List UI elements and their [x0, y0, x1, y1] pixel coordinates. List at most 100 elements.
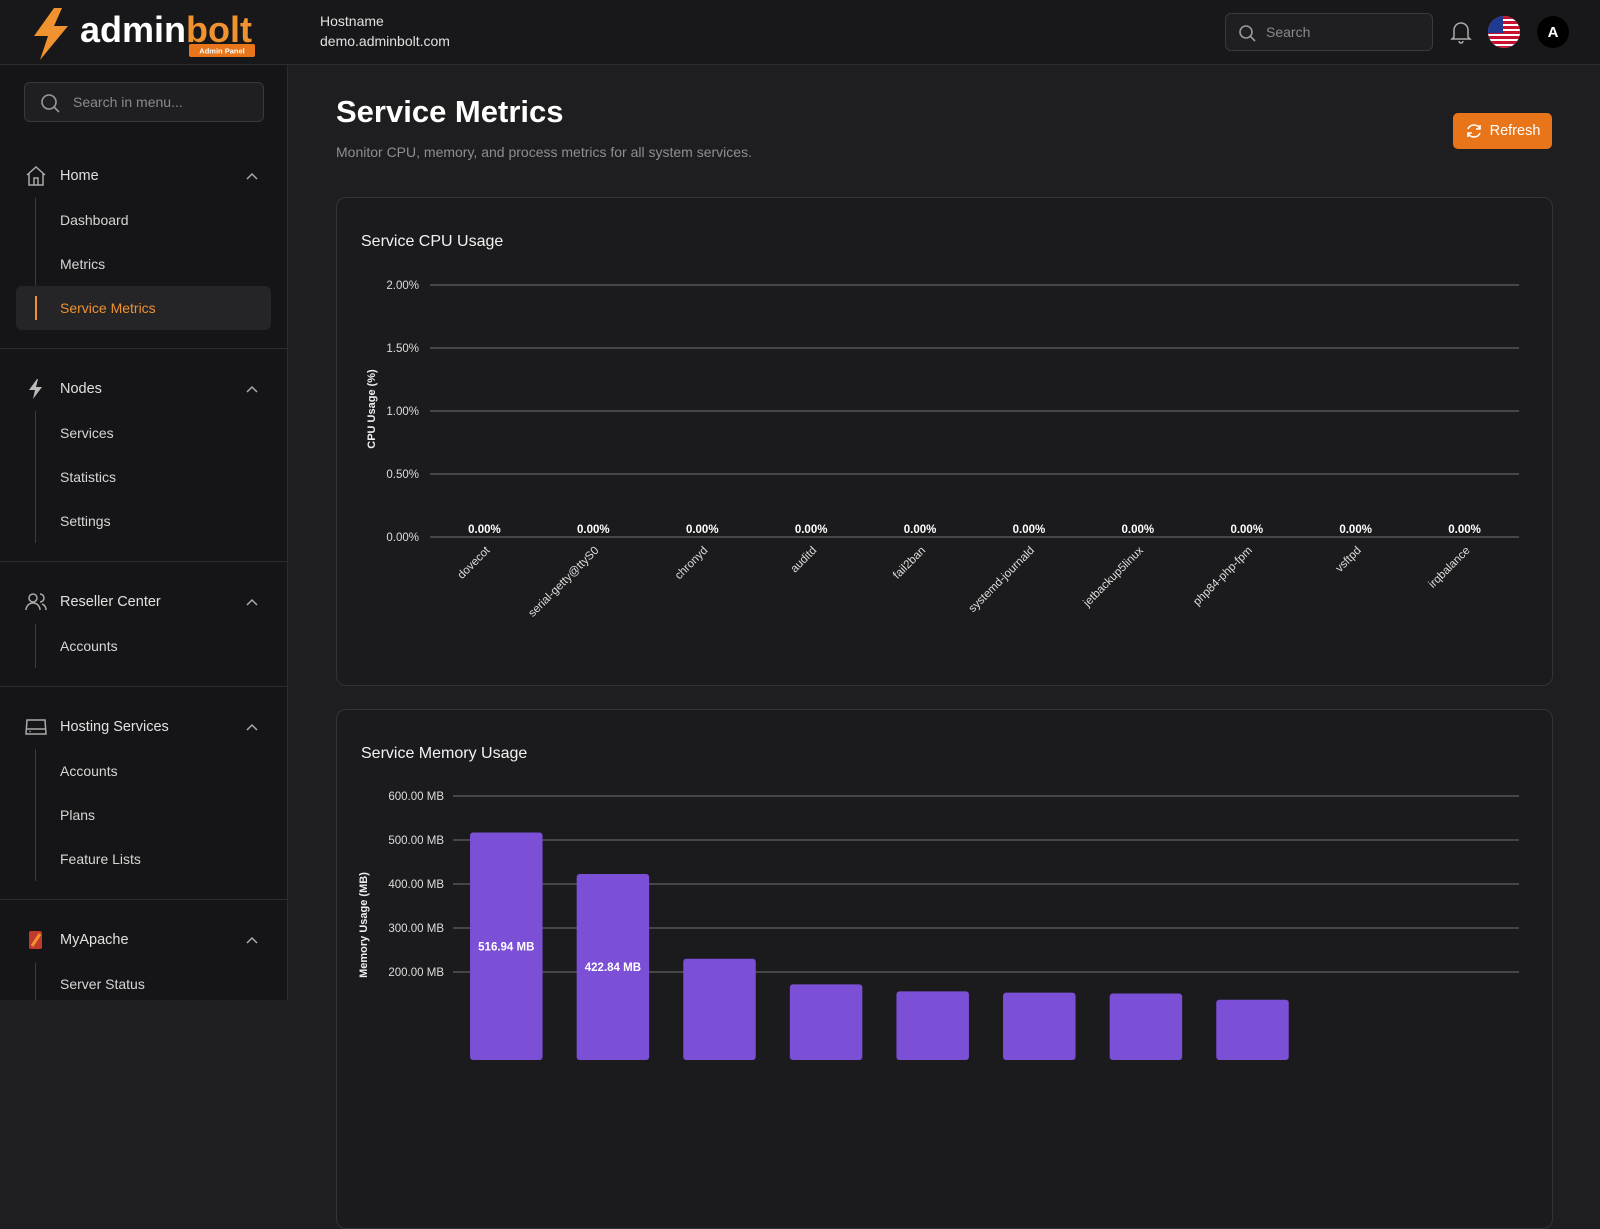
x-tick-label: irqbalance [1427, 545, 1473, 591]
menu-item[interactable]: Plans [0, 793, 271, 837]
menu-group-icon [29, 379, 42, 399]
x-tick-label: vsftpd [1334, 545, 1364, 575]
menu-item-label: Dashboard [60, 212, 129, 228]
hostname-label: Hostname [320, 13, 384, 29]
value-label: 0.00% [1013, 524, 1046, 536]
x-tick-label: auditd [789, 545, 820, 576]
logo-badge-bg [189, 44, 255, 57]
bar [683, 958, 756, 1060]
y-axis-label: Memory Usage (MB) [358, 872, 370, 978]
menu-rail [35, 962, 36, 1000]
menu-search-icon [41, 94, 60, 113]
refresh-button[interactable]: Refresh [1453, 113, 1552, 149]
bar [789, 984, 863, 1060]
refresh-icon [1466, 124, 1481, 138]
menu-item[interactable]: Accounts [0, 749, 271, 793]
search-icon [1239, 25, 1256, 42]
chart: Service CPU Usage CPU Usage (%) 0.00% 0.50%… [361, 233, 1519, 620]
y-tick-label: 2.00% [386, 280, 419, 292]
logo-admin: admin [80, 9, 186, 50]
collapse-chevron[interactable] [246, 936, 258, 944]
menu-item-label: Metrics [60, 256, 106, 272]
search-placeholder: Search [1266, 24, 1311, 40]
menu-item[interactable]: Service Metrics [16, 286, 271, 330]
collapse-chevron[interactable] [246, 598, 258, 606]
logo-text: adminbolt [80, 9, 252, 50]
value-label: 422.84 MB [585, 962, 641, 974]
menu-rail [35, 411, 36, 543]
search-box[interactable]: Search [1225, 13, 1433, 51]
value-label: 0.00% [1448, 524, 1481, 536]
logo[interactable]: adminbolt Admin Panel [28, 6, 268, 60]
y-tick-label: 1.00% [386, 406, 419, 418]
avatar-initial: A [1548, 24, 1559, 41]
menu-item-label: Plans [60, 807, 96, 823]
value-label: 0.00% [1122, 524, 1155, 536]
memory-chart-card: Service Memory Usage Memory Usage (MB) 200… [336, 709, 1553, 1229]
menu-group-header[interactable]: Home [0, 154, 287, 198]
y-tick-label: 0.50% [386, 469, 419, 481]
menu-item[interactable]: Server Status [0, 962, 271, 1000]
cpu-chart-card: Service CPU Usage CPU Usage (%) 0.00% 0.50%… [336, 197, 1553, 686]
menu-group-header[interactable]: Nodes [0, 367, 287, 411]
menu-item-label: Feature Lists [60, 851, 141, 867]
menu-group-header[interactable]: Hosting Services [0, 705, 287, 749]
notifications[interactable] [1450, 20, 1472, 44]
menu-rail [35, 749, 36, 881]
x-tick-label: jetbackup5linux [1081, 544, 1146, 609]
menu-item-label: Services [60, 425, 114, 441]
collapse-chevron[interactable] [246, 385, 258, 393]
value-label: 0.00% [904, 524, 937, 536]
menu-group: Hosting Services Accounts Plans Feature Lis… [0, 687, 287, 900]
refresh-label: Refresh [1489, 123, 1541, 139]
y-tick-label: 1.50% [386, 343, 419, 355]
menu-item-label: Settings [60, 513, 111, 529]
menu-item[interactable]: Feature Lists [0, 837, 271, 881]
menu-group-label: Nodes [60, 381, 102, 397]
value-label: 0.00% [577, 524, 610, 536]
menu-rail [35, 198, 36, 330]
value-label: 0.00% [795, 524, 828, 536]
menu-rail [35, 624, 36, 668]
menu-group-icon [26, 165, 46, 186]
bar [1216, 999, 1289, 1060]
menu-item[interactable]: Statistics [0, 455, 271, 499]
menu-item[interactable]: Accounts [0, 624, 271, 668]
menu-item[interactable]: Services [0, 411, 271, 455]
avatar[interactable]: A [1536, 15, 1570, 49]
chart-title: Service CPU Usage [361, 233, 503, 250]
collapse-chevron[interactable] [246, 172, 258, 180]
x-tick-label: chronyd [673, 545, 710, 582]
menu-group-header[interactable]: Reseller Center [0, 580, 287, 624]
x-tick-label: dovecot [456, 544, 494, 582]
menu-group-label: MyApache [60, 932, 129, 948]
menu-group-header[interactable]: MyApache [0, 918, 287, 962]
menu-search[interactable]: Search in menu... [24, 82, 264, 122]
menu-group-icon [25, 719, 47, 735]
menu-group-icon [29, 931, 42, 949]
logo-bolt: bolt [186, 9, 252, 50]
y-tick-label: 300.00 MB [388, 923, 444, 935]
menu-item-label: Service Metrics [60, 300, 156, 316]
menu-group: Home Dashboard Metrics Service Metrics [0, 136, 287, 349]
value-label: 0.00% [1230, 524, 1263, 536]
value-label: 0.00% [1339, 524, 1372, 536]
menu-item[interactable]: Dashboard [0, 198, 271, 242]
menu-group-label: Home [60, 168, 99, 184]
top-bar: adminbolt Admin Panel Hostname demo.admi… [0, 0, 1600, 65]
page-subtitle: Monitor CPU, memory, and process metrics… [336, 144, 752, 160]
x-tick-label: systemd-journald [967, 545, 1037, 615]
x-tick-label: php84-php-fpm [1191, 545, 1255, 609]
logo-badge: Admin Panel [199, 47, 244, 56]
value-label: 0.00% [686, 524, 719, 536]
x-tick-label: serial-getty@ttyS0 [526, 545, 601, 620]
y-tick-label: 200.00 MB [388, 967, 444, 979]
y-tick-label: 400.00 MB [388, 879, 444, 891]
collapse-chevron[interactable] [246, 723, 258, 731]
menu-item[interactable]: Metrics [0, 242, 271, 286]
bar [1109, 993, 1183, 1060]
menu-item[interactable]: Settings [0, 499, 271, 543]
language-flag[interactable] [1488, 16, 1520, 48]
